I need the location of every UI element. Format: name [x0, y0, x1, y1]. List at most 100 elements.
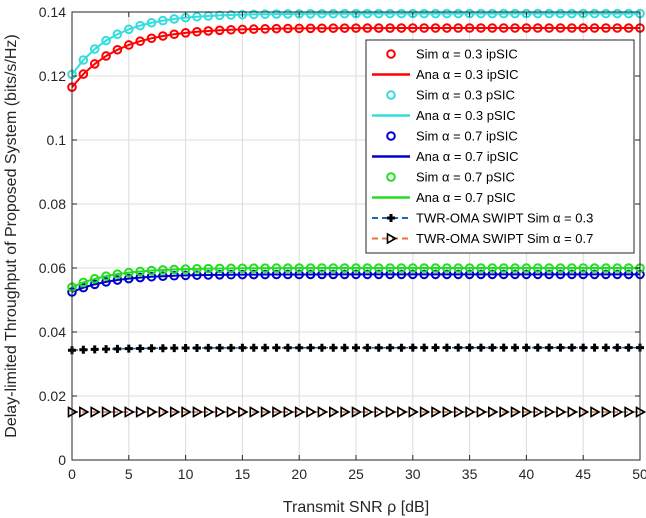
data-point: [295, 343, 304, 352]
legend-box: [365, 39, 635, 254]
data-point: [386, 90, 396, 100]
data-point: [544, 406, 556, 418]
data-point: [260, 406, 272, 418]
data-point: [226, 406, 238, 418]
data-point: [601, 343, 610, 352]
data-point: [283, 343, 292, 352]
data-point: [204, 406, 215, 418]
legend-item: Sim α = 0.3 ipSIC: [386, 47, 518, 62]
data-point: [442, 406, 454, 418]
data-point: [387, 214, 395, 222]
legend-item: Sim α = 0.7 ipSIC: [386, 129, 518, 144]
data-point: [101, 35, 111, 46]
legend-label: Sim α = 0.7 ipSIC: [416, 129, 518, 144]
data-point: [386, 232, 398, 245]
data-point: [90, 345, 99, 354]
data-point: [442, 343, 451, 352]
data-point: [476, 343, 485, 352]
data-point: [249, 406, 260, 418]
data-point: [579, 343, 588, 352]
data-point: [533, 406, 544, 418]
data-point: [78, 69, 89, 79]
data-point: [613, 343, 622, 352]
data-point: [465, 343, 474, 352]
data-point: [601, 406, 613, 418]
y-tick-label: 0.08: [39, 196, 66, 212]
data-point: [89, 59, 100, 69]
data-point: [329, 343, 338, 352]
data-point: [90, 406, 101, 418]
data-point: [363, 406, 374, 418]
data-point: [112, 29, 123, 40]
data-point: [101, 406, 113, 418]
legend-item: Ana α = 0.7 ipSIC: [372, 149, 519, 164]
data-point: [261, 343, 270, 352]
data-point: [522, 406, 533, 418]
data-point: [124, 24, 134, 35]
y-tick-label: 0.1: [47, 132, 67, 148]
data-point: [113, 406, 124, 418]
data-point: [215, 343, 224, 352]
legend-item: Ana α = 0.7 pSIC: [372, 190, 516, 205]
legend-label: Sim α = 0.3 ipSIC: [416, 47, 518, 62]
data-point: [102, 345, 111, 354]
data-point: [522, 343, 531, 352]
data-point: [397, 343, 406, 352]
data-point: [510, 406, 522, 418]
data-point: [431, 343, 440, 352]
data-point: [112, 44, 123, 55]
data-point: [124, 406, 135, 418]
data-point: [488, 343, 497, 352]
data-point: [306, 406, 317, 418]
legend-label: Sim α = 0.7 pSIC: [416, 170, 515, 185]
data-point: [78, 282, 89, 293]
data-point: [317, 343, 326, 352]
x-tick-label: 25: [348, 466, 364, 482]
data-point: [408, 343, 417, 352]
data-point: [147, 406, 158, 418]
x-axis-label: Transmit SNR ρ [dB]: [283, 499, 429, 516]
data-point: [283, 406, 294, 418]
data-point: [351, 406, 363, 418]
data-point: [454, 343, 463, 352]
series-line: [71, 27, 640, 88]
data-point: [78, 55, 89, 65]
data-point: [499, 343, 508, 352]
data-point: [624, 343, 633, 352]
data-point: [79, 406, 90, 418]
data-point: [567, 406, 578, 418]
x-tick-label: 15: [235, 466, 251, 482]
data-point: [272, 406, 283, 418]
data-point: [170, 344, 179, 353]
data-point: [386, 49, 396, 59]
legend-label: Ana α = 0.3 ipSIC: [416, 67, 519, 82]
data-point: [499, 406, 510, 418]
data-point: [158, 406, 170, 418]
data-point: [181, 406, 192, 418]
x-tick-label: 20: [291, 466, 307, 482]
series-8: [68, 343, 644, 355]
data-point: [135, 406, 147, 418]
data-point: [124, 40, 134, 50]
data-point: [420, 343, 429, 352]
data-point: [397, 406, 408, 418]
data-point: [249, 343, 258, 352]
data-point: [147, 344, 156, 353]
data-point: [556, 406, 567, 418]
x-tick-label: 30: [405, 466, 421, 482]
data-point: [215, 406, 226, 418]
data-point: [431, 406, 442, 418]
data-point: [340, 406, 351, 418]
data-point: [363, 343, 372, 352]
data-point: [227, 343, 236, 352]
y-tick-label: 0: [58, 452, 66, 468]
data-point: [385, 406, 397, 418]
x-tick-label: 35: [462, 466, 478, 482]
data-point: [408, 406, 419, 418]
data-point: [78, 277, 89, 288]
legend: Sim α = 0.3 ipSIC Ana α = 0.3 ipSIC Sim α …: [365, 39, 635, 254]
data-point: [79, 345, 88, 354]
data-point: [340, 343, 349, 352]
data-point: [511, 343, 520, 352]
data-point: [590, 343, 599, 352]
